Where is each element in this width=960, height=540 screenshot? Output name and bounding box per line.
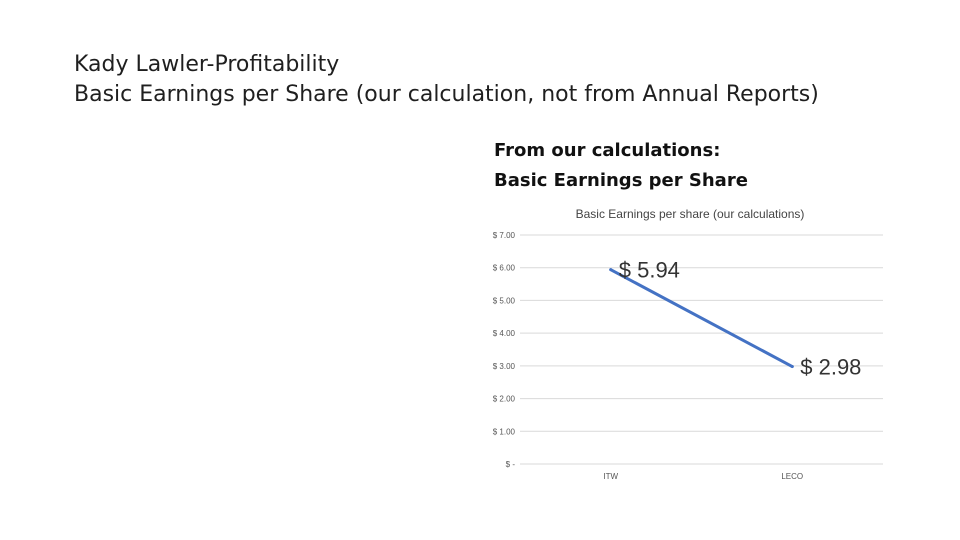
chart-series — [609, 268, 794, 369]
x-axis: ITW LECO — [603, 472, 803, 481]
data-point — [790, 365, 794, 369]
slide-title: Kady Lawler-Profitability Basic Earnings… — [74, 50, 934, 110]
data-label: $ 2.98 — [800, 355, 861, 380]
y-tick-label: $ 5.00 — [493, 296, 516, 305]
data-label: $ 5.94 — [619, 258, 680, 283]
y-tick-label: $ 4.00 — [493, 329, 516, 338]
x-tick-label: LECO — [781, 472, 803, 481]
chart-title: Basic Earnings per share (our calculatio… — [576, 207, 805, 221]
chart-subheading-line2: Basic Earnings per Share — [494, 170, 748, 191]
slide-title-line1: Kady Lawler-Profitability — [74, 52, 340, 77]
chart-data-labels: $ 5.94 $ 2.98 — [619, 258, 862, 380]
y-axis: $ - $ 1.00 $ 2.00 $ 3.00 $ 4.00 $ 5.00 $ 6.00 $… — [493, 231, 516, 469]
chart-subheading: From our calculations: Basic Earnings pe… — [494, 136, 748, 196]
data-point — [609, 268, 613, 272]
y-tick-label: $ 7.00 — [493, 231, 516, 240]
chart-subheading-line1: From our calculations: — [494, 140, 721, 161]
slide-title-line2: Basic Earnings per Share (our calculatio… — [74, 82, 819, 107]
y-tick-label: $ - — [506, 460, 516, 469]
chart-gridlines — [520, 234, 883, 465]
y-tick-label: $ 3.00 — [493, 362, 516, 371]
series-line — [609, 268, 794, 369]
y-tick-label: $ 2.00 — [493, 395, 516, 404]
y-tick-label: $ 6.00 — [493, 264, 516, 273]
x-tick-label: ITW — [603, 472, 618, 481]
y-tick-label: $ 1.00 — [493, 427, 516, 436]
